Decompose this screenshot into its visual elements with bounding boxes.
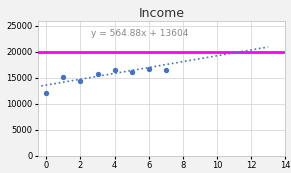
Point (112, 68, 117, 71)
Point (129, 70, 134, 73)
Title: Income: Income (139, 7, 184, 20)
Point (164, 68, 168, 71)
Text: y = 564.88x + 13604: y = 564.88x + 13604 (91, 29, 189, 38)
Point (44, 92, 49, 95)
Point (146, 67, 151, 70)
Point (95, 72, 100, 75)
Point (61, 75, 66, 78)
Point (78, 80, 83, 82)
